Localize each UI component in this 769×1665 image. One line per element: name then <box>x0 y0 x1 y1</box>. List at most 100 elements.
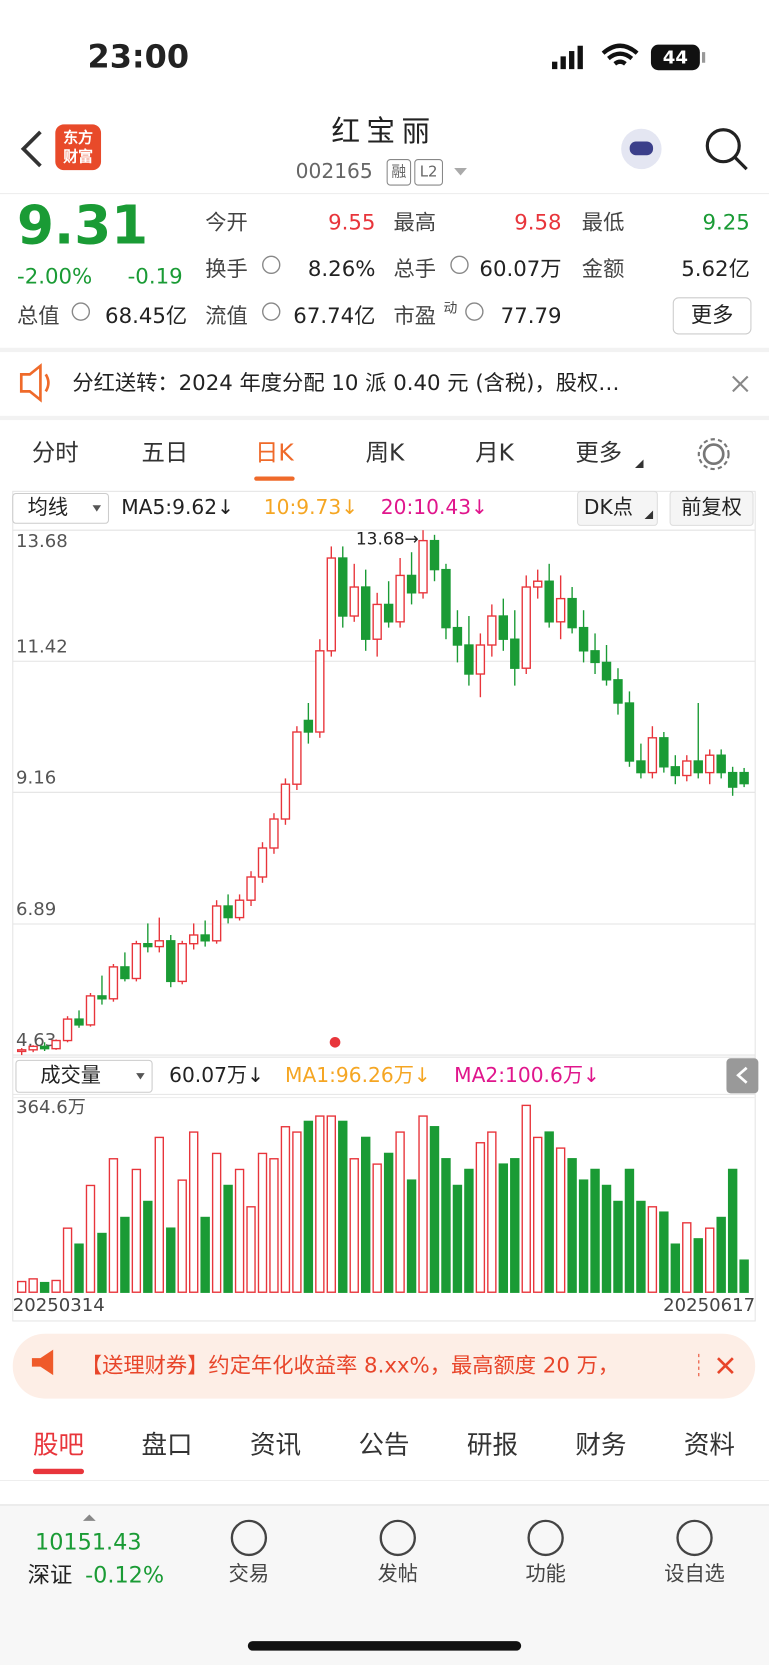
info-icon[interactable] <box>262 255 281 275</box>
notice-icon <box>19 363 42 403</box>
info-tab[interactable]: 资讯 <box>250 1430 301 1460</box>
adjust-label[interactable]: 前复权 <box>681 495 742 519</box>
nav-label[interactable]: 发帖 <box>378 1562 418 1586</box>
search-handle <box>733 156 748 171</box>
info-tab[interactable]: 研报 <box>467 1430 518 1460</box>
info-tab[interactable]: 股吧 <box>33 1430 84 1460</box>
volume-bar <box>349 1158 359 1293</box>
back-button[interactable] <box>20 130 42 168</box>
stat-value: 67.74亿 <box>293 304 375 329</box>
nav-label[interactable]: 交易 <box>229 1562 269 1586</box>
volume-bar <box>441 1158 451 1293</box>
candle-body <box>464 644 474 675</box>
candle-body <box>326 557 337 652</box>
volume-bar <box>567 1158 577 1293</box>
candle-body <box>280 783 291 820</box>
candle-body <box>39 1045 50 1050</box>
volume-bar <box>452 1184 463 1293</box>
nav-icon[interactable] <box>230 1519 268 1557</box>
volume-bar <box>303 1120 314 1293</box>
chart-tab[interactable]: 更多 <box>575 439 622 467</box>
tab-underline <box>254 476 295 481</box>
logo-text: 东方 <box>63 128 93 146</box>
chart-tab[interactable]: 日K <box>255 439 294 467</box>
notice-text[interactable]: 分红送转：2024 年度分配 10 派 0.40 元 (含税)，股权… <box>72 371 619 396</box>
volume-bar <box>716 1216 726 1293</box>
volume-bar <box>727 1168 738 1293</box>
home-indicator <box>247 1641 522 1651</box>
battery-tip <box>701 52 706 63</box>
more-button[interactable] <box>672 297 752 335</box>
volume-bar <box>360 1136 371 1293</box>
high-annotation: 13.68→ <box>356 530 419 550</box>
change-amount: -0.19 <box>128 265 183 290</box>
chart-tab[interactable]: 五日 <box>141 439 188 467</box>
select-arrow <box>136 1073 145 1080</box>
volume-bar <box>234 1168 245 1293</box>
volume-bar <box>108 1158 119 1293</box>
volume-bar <box>211 1152 222 1293</box>
volume-bar <box>739 1259 749 1293</box>
settings-icon[interactable] <box>702 443 725 466</box>
chart-tab[interactable]: 周K <box>366 439 405 467</box>
app-logo <box>55 124 102 171</box>
volume-bar <box>16 1280 27 1293</box>
index-value: 10151.43 <box>35 1530 142 1556</box>
volume-select[interactable] <box>15 1059 153 1093</box>
chart-tab[interactable]: 分时 <box>32 439 79 467</box>
nav-icon[interactable] <box>676 1519 713 1557</box>
info-tab[interactable]: 资料 <box>684 1430 735 1460</box>
start-date: 20250314 <box>13 1295 105 1316</box>
indicator-select[interactable] <box>12 492 110 524</box>
nav-label[interactable]: 功能 <box>525 1562 565 1586</box>
search-icon[interactable] <box>705 128 741 164</box>
dropdown-icon[interactable] <box>454 168 467 176</box>
tag-box <box>414 159 443 186</box>
notice-close[interactable] <box>732 375 749 393</box>
collapse-button[interactable] <box>726 1058 759 1094</box>
volume-bar <box>613 1200 623 1293</box>
ad-banner[interactable] <box>12 1333 756 1399</box>
candle-body <box>670 766 681 777</box>
ad-text[interactable]: 【送理财券】约定年化收益率 8.xx%，最高额度 20 万， <box>81 1354 619 1379</box>
candle-body <box>246 876 256 901</box>
volume-ma1: MA1:96.26万↓ <box>285 1063 431 1087</box>
volume-bar <box>223 1184 233 1293</box>
nav-icon[interactable] <box>527 1519 564 1557</box>
ad-close[interactable] <box>717 1357 734 1374</box>
adjust-button[interactable] <box>669 490 754 526</box>
nav-items: 交易 发帖 功能 设自选 <box>229 1519 725 1586</box>
expand-icon[interactable] <box>82 1514 96 1521</box>
volume-bar <box>647 1206 658 1293</box>
ma10-label: 10:9.73↓ <box>264 495 358 519</box>
indicator-label[interactable]: 均线 <box>28 495 68 519</box>
candle-body <box>51 1039 61 1050</box>
volume-bar <box>555 1147 566 1293</box>
volume-bar <box>97 1232 107 1293</box>
chart-tab[interactable]: 月K <box>475 439 514 467</box>
candle-body <box>383 603 394 623</box>
volume-bar <box>693 1238 703 1293</box>
info-tab[interactable]: 盘口 <box>141 1430 192 1460</box>
candle-body <box>590 650 600 664</box>
dk-label[interactable]: DK点 <box>584 495 633 519</box>
dk-button[interactable] <box>577 490 658 526</box>
info-icon[interactable] <box>465 302 484 321</box>
info-tab[interactable]: 财务 <box>575 1430 626 1460</box>
info-icon[interactable] <box>450 255 469 275</box>
volume-bar <box>659 1211 669 1293</box>
volume-label[interactable]: 成交量 <box>40 1063 101 1087</box>
stat-value: 9.25 <box>702 210 749 235</box>
info-icon[interactable] <box>262 302 281 321</box>
signal-icon <box>552 45 583 70</box>
candle-body <box>510 638 520 669</box>
info-icon[interactable] <box>71 302 91 321</box>
nav-label[interactable]: 设自选 <box>664 1562 725 1586</box>
info-tab[interactable]: 公告 <box>358 1430 409 1460</box>
candle-body <box>97 995 107 1000</box>
y-tick-label: 11.42 <box>16 636 68 657</box>
nav-icon[interactable] <box>379 1519 416 1557</box>
more-label[interactable]: 更多 <box>691 303 734 328</box>
candle-body <box>360 586 371 640</box>
